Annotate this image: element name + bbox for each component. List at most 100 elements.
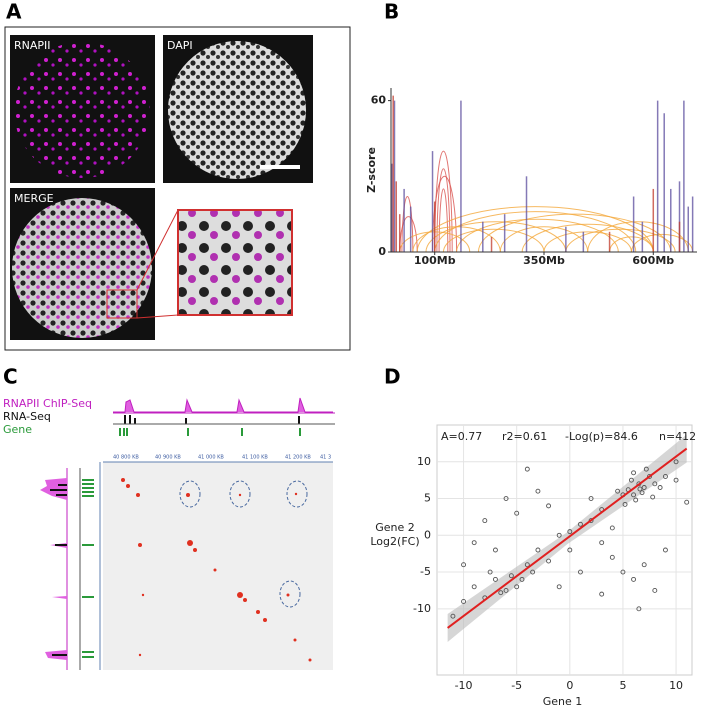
point <box>471 540 477 546</box>
point <box>567 529 573 535</box>
point <box>628 477 634 483</box>
rnaseq-track <box>124 415 300 424</box>
rnaseq-track-v <box>50 484 67 656</box>
point <box>482 518 488 524</box>
point <box>636 606 642 612</box>
image-label: DAPI <box>167 39 193 52</box>
gene-track <box>119 428 301 436</box>
track-label: Gene <box>3 423 32 436</box>
scatter-chart: -10 -5 0 5 10 -10 -5 0 5 10 A=0.77 r2=0.61 -Log(p)=8… <box>370 424 696 715</box>
axis-title: Z-score <box>365 147 378 193</box>
x-tick-label: 600Mb <box>632 254 674 267</box>
track-label: RNA-Seq <box>3 410 51 423</box>
inset <box>177 209 293 316</box>
image-label: RNAPII <box>14 39 51 52</box>
point <box>471 584 477 590</box>
y-tick-label: -10 <box>413 602 431 615</box>
zoom-box <box>106 289 138 319</box>
point <box>662 474 668 479</box>
scale-bar <box>260 165 300 169</box>
x-tick-label: 5 <box>619 679 626 692</box>
point <box>647 474 652 479</box>
point <box>530 569 536 575</box>
x-tick-label: 100Mb <box>414 254 456 267</box>
coord-label: 41 100 KB <box>242 455 268 461</box>
point <box>684 499 690 505</box>
point <box>643 466 649 472</box>
point <box>556 584 562 590</box>
gene-track-v <box>82 479 94 658</box>
x-tick-label: -10 <box>455 679 473 692</box>
point <box>631 576 637 582</box>
point <box>524 562 530 568</box>
arc <box>434 211 637 253</box>
point <box>556 532 562 538</box>
coord-label: 41 3 <box>320 455 331 461</box>
arc <box>521 223 654 253</box>
axis-title: Gene 1Log2(FC) <box>538 695 587 711</box>
point <box>492 547 498 553</box>
point <box>567 547 573 553</box>
point <box>650 494 656 500</box>
axis-title: Gene 2 Log2(FC) <box>370 521 419 548</box>
point <box>631 470 637 476</box>
arc <box>442 228 545 253</box>
annotation: -Log(p)=84.6 <box>565 430 638 443</box>
arc <box>412 226 501 253</box>
arc <box>432 176 458 253</box>
point <box>652 587 658 593</box>
point <box>639 490 645 496</box>
point <box>615 488 621 494</box>
highlight-circles <box>179 480 308 608</box>
point <box>487 569 493 575</box>
x-tick-label: -5 <box>511 679 522 692</box>
point <box>450 613 456 619</box>
point <box>535 488 541 494</box>
x-tick-label: 350Mb <box>523 254 565 267</box>
coord-label: 41 200 KB <box>285 455 311 461</box>
arc <box>565 228 676 253</box>
point <box>546 558 552 564</box>
panel-label: C <box>3 365 18 389</box>
point <box>546 503 552 509</box>
y-tick-label: 0 <box>378 245 386 258</box>
point <box>641 562 647 568</box>
point <box>508 573 514 579</box>
point <box>524 466 530 472</box>
point <box>652 481 658 487</box>
arc <box>399 216 418 253</box>
y-tick-label: 0 <box>424 528 431 541</box>
panel-label: D <box>384 365 401 389</box>
arc <box>438 188 449 253</box>
hic-map <box>103 462 333 670</box>
point <box>620 569 626 575</box>
point <box>492 576 498 582</box>
point <box>673 477 679 483</box>
nucleus <box>12 198 152 338</box>
point <box>662 547 668 553</box>
point <box>631 492 637 498</box>
x-tick-label: 10 <box>669 679 683 692</box>
image-label: MERGE <box>14 192 54 205</box>
point <box>641 485 647 490</box>
arc <box>543 231 632 253</box>
point <box>637 486 643 492</box>
point <box>609 554 615 560</box>
x-tick-label: 0 <box>566 679 573 692</box>
point <box>514 584 520 590</box>
track-label: RNAPII ChIP-Seq <box>3 397 92 410</box>
hic-contacts <box>121 478 312 662</box>
point <box>657 485 663 490</box>
coord-label: 40 900 KB <box>155 455 181 461</box>
y-tick-label: 5 <box>424 492 431 505</box>
point <box>519 576 525 582</box>
point <box>503 587 509 593</box>
point <box>503 496 509 501</box>
chip-track <box>113 397 333 413</box>
arc <box>434 150 453 253</box>
point <box>577 569 583 575</box>
coord-label: 40 800 KB <box>113 455 139 461</box>
point <box>633 497 639 503</box>
point <box>461 562 467 568</box>
